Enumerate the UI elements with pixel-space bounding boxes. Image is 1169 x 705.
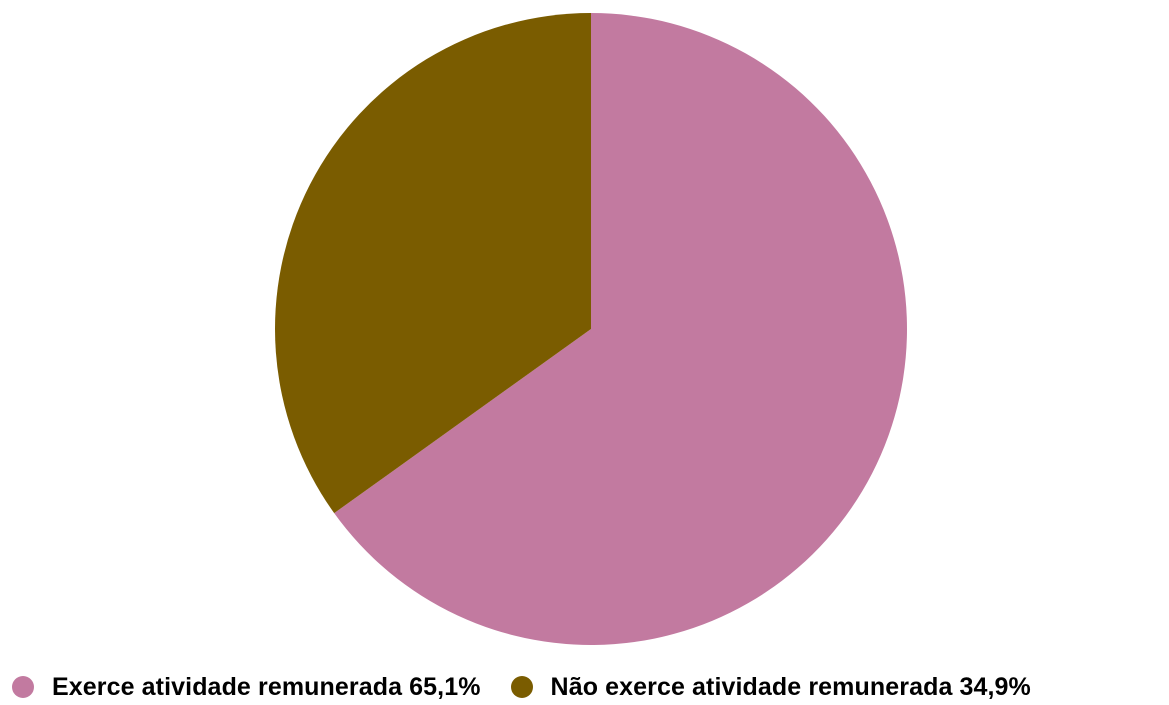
legend-item-exerce: Exerce atividade remunerada 65,1% (12, 672, 481, 702)
chart-legend: Exerce atividade remunerada 65,1% Não ex… (12, 669, 1031, 705)
legend-item-nao-exerce: Não exerce atividade remunerada 34,9% (510, 672, 1031, 702)
legend-label-exerce: Exerce atividade remunerada 65,1% (52, 672, 481, 702)
legend-swatch-exerce (12, 676, 34, 698)
pie-slice-exerce (334, 13, 908, 645)
legend-series-name-nao-exerce: Não exerce atividade remunerada (550, 673, 953, 701)
legend-value-nao-exerce: 34,9% (959, 673, 1031, 701)
legend-value-exerce: 65,1% (409, 673, 481, 701)
legend-label-nao-exerce: Não exerce atividade remunerada 34,9% (551, 672, 1031, 702)
legend-series-name-exerce: Exerce atividade remunerada (52, 673, 403, 701)
pie-slice-nao-exerce (275, 13, 591, 514)
legend-swatch-nao-exerce (510, 676, 533, 698)
